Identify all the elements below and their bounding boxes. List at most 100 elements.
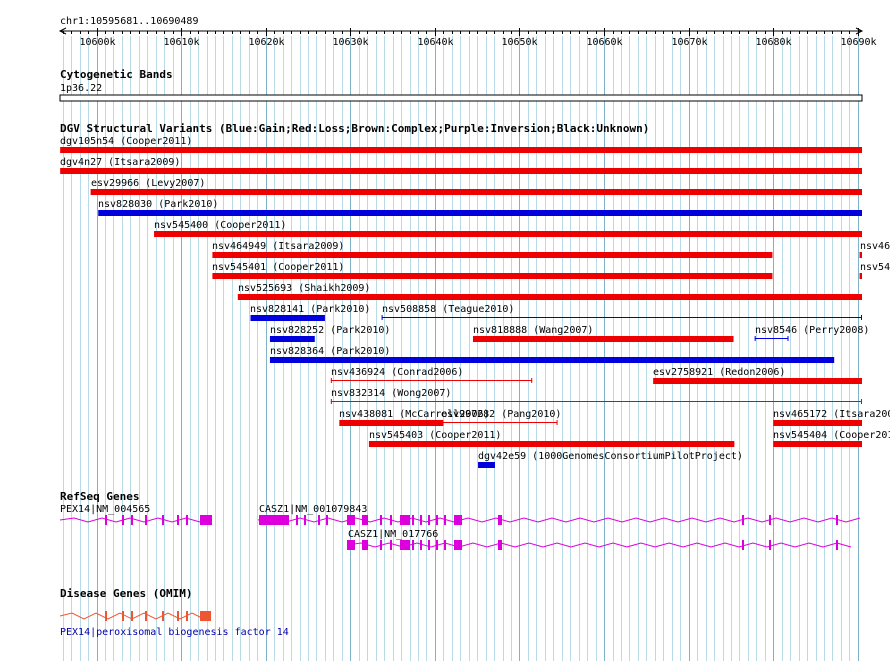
variant-bar[interactable] [90,189,863,195]
variant-label[interactable]: nsv828141 (Park2010) [250,304,370,315]
gene-exon[interactable] [380,515,382,525]
variant-label[interactable]: nsv545401 (Cooper2011) [212,262,344,273]
gene-exon[interactable] [347,515,355,525]
variant-bar[interactable] [269,336,315,342]
gene-exon[interactable] [177,515,179,525]
gene-exon[interactable] [259,515,289,525]
gene-exon[interactable] [742,540,744,550]
variant-label[interactable]: nsv508858 (Teague2010) [382,304,514,315]
gene-exon[interactable] [380,540,382,550]
variant-feature[interactable]: nsv545403 (Cooper2011) [368,430,735,447]
gene-exon[interactable] [742,515,744,525]
gene-exon[interactable] [412,540,414,550]
gene-exon[interactable] [428,515,430,525]
variant-feature[interactable]: dgv4n27 (Itsara2009) [60,157,863,174]
omim-gene-exon[interactable] [122,611,124,621]
variant-label[interactable]: dgv105n54 (Cooper2011) [60,136,192,147]
variant-label[interactable]: nsv465172 (Itsara200 [773,409,890,420]
gene-exon[interactable] [105,515,107,525]
variant-bar[interactable] [250,315,325,321]
gene-exon[interactable] [498,540,502,550]
gene-exon[interactable] [400,540,410,550]
variant-bar[interactable] [773,441,862,447]
variant-label[interactable]: nsv818888 (Wang2007) [473,325,593,336]
gene-label[interactable]: PEX14|NM_004565 [60,504,150,515]
variant-label[interactable]: nsv54 [860,262,890,273]
variant-label[interactable]: nsv438081 (McCarroll2006) [339,409,490,420]
gene-exon[interactable] [200,515,212,525]
variant-label[interactable]: nsv545404 (Cooper201 [773,430,890,441]
variant-label[interactable]: dgv4n27 (Itsara2009) [60,157,180,168]
variant-label[interactable]: nsv545400 (Cooper2011) [154,220,286,231]
gene-exon[interactable] [454,540,462,550]
variant-feature[interactable]: esv997282 (Pang2010) [440,409,562,425]
gene-exon[interactable] [296,515,298,525]
variant-bar[interactable] [653,378,862,384]
variant-label[interactable]: nsv46 [860,241,890,252]
omim-gene[interactable] [59,611,211,621]
gene-exon[interactable] [390,540,392,550]
gene-exon[interactable] [412,515,414,525]
variant-label[interactable]: esv29966 (Levy2007) [91,178,205,189]
omim-gene-label[interactable]: PEX14|peroxisomal biogenesis factor 14 [60,627,289,638]
gene-exon[interactable] [186,515,188,525]
variant-feature[interactable]: nsv818888 (Wang2007) [472,325,734,342]
cytoband-track[interactable]: Cytogenetic Bands 1p36.22 [59,68,863,102]
variant-label[interactable]: nsv828364 (Park2010) [270,346,390,357]
variant-bar[interactable] [339,420,444,426]
omim-gene-exon[interactable] [186,611,188,621]
gene-exon[interactable] [444,515,446,525]
gene-exon[interactable] [420,540,422,550]
gene-exon[interactable] [428,540,430,550]
variant-bar[interactable] [269,357,835,363]
variant-feature[interactable]: nsv832314 (Wong2007) [330,388,862,404]
gene-casz1-long[interactable] [257,515,861,525]
variant-label[interactable]: nsv525693 (Shaikh2009) [238,283,370,294]
variant-feature[interactable]: nsv54 [859,262,890,279]
variant-label[interactable]: nsv828252 (Park2010) [270,325,390,336]
gene-exon[interactable] [436,515,438,525]
gene-exon[interactable] [145,515,147,525]
gene-pex14[interactable] [59,515,212,525]
variant-feature[interactable]: nsv828252 (Park2010) [269,325,390,342]
variant-label[interactable]: esv2758921 (Redon2006) [653,367,785,378]
gene-exon[interactable] [326,515,328,525]
variant-feature[interactable]: dgv42e59 (1000GenomesConsortiumPilotProj… [478,451,743,468]
variant-feature[interactable]: nsv545401 (Cooper2011) [212,262,773,279]
variant-bar[interactable] [478,462,495,468]
variant-label[interactable]: nsv464949 (Itsara2009) [212,241,344,252]
variant-bar[interactable] [237,294,862,300]
gene-label[interactable]: CASZ1|NM_001079843 [259,504,367,515]
gene-exon[interactable] [362,515,368,525]
variant-feature[interactable]: nsv438081 (McCarroll2006) [339,409,490,426]
variant-bar[interactable] [859,252,862,258]
gene-exon[interactable] [304,515,306,525]
variant-feature[interactable]: nsv828030 (Park2010) [98,199,863,216]
gene-exon[interactable] [444,540,446,550]
gene-exon[interactable] [400,515,410,525]
variant-feature[interactable]: nsv545404 (Cooper201 [773,430,890,447]
variant-label[interactable]: nsv545403 (Cooper2011) [369,430,501,441]
variant-feature[interactable]: nsv525693 (Shaikh2009) [237,283,862,300]
variant-label[interactable]: esv997282 (Pang2010) [441,409,561,420]
gene-label[interactable]: CASZ1|NM_017766 [348,529,438,540]
gene-exon[interactable] [318,515,320,525]
gene-exon[interactable] [362,540,368,550]
variant-bar[interactable] [60,147,863,153]
gene-exon[interactable] [162,515,164,525]
cytoband-bar[interactable] [59,94,863,102]
gene-exon[interactable] [420,515,422,525]
variant-feature[interactable]: esv2758921 (Redon2006) [653,367,862,384]
gene-exon[interactable] [347,540,355,550]
omim-gene-exon[interactable] [105,611,107,621]
omim-gene-exon[interactable] [200,611,211,621]
gene-exon[interactable] [390,515,392,525]
variant-bar[interactable] [472,336,734,342]
variant-label[interactable]: nsv8546 (Perry2008) [755,325,869,336]
gene-exon[interactable] [436,540,438,550]
variant-feature[interactable]: dgv105n54 (Cooper2011) [60,136,863,153]
variant-label[interactable]: nsv828030 (Park2010) [98,199,218,210]
omim-gene-exon[interactable] [162,611,164,621]
variant-bar[interactable] [773,420,862,426]
gene-exon[interactable] [454,515,462,525]
